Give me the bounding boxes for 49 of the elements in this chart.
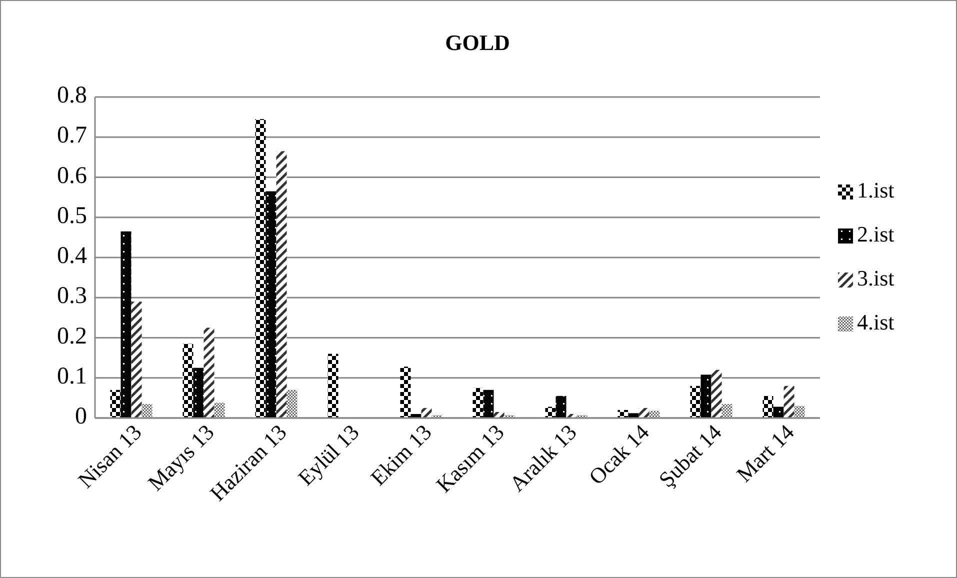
bar [628, 413, 639, 418]
bar [120, 231, 132, 418]
y-tick-label: 0.3 [57, 283, 87, 310]
y-tick-label: 0.2 [57, 323, 87, 350]
legend-label: 2.ist [857, 222, 894, 247]
bar [204, 328, 214, 418]
bar [545, 406, 556, 418]
bar [794, 406, 805, 418]
legend-label: 1.ist [857, 178, 894, 203]
bar [722, 404, 732, 418]
bar [266, 191, 276, 418]
bar [649, 410, 660, 418]
y-tick-label: 0.6 [57, 162, 87, 189]
y-tick-label: 0.5 [57, 202, 87, 229]
bar [276, 151, 287, 418]
bar [483, 390, 494, 418]
bar [421, 408, 432, 418]
bar [142, 404, 152, 418]
y-tick-label: 0 [75, 404, 87, 430]
bar [400, 366, 411, 418]
bar [110, 390, 121, 418]
bar [328, 354, 338, 418]
bar [494, 412, 504, 418]
bar [711, 370, 722, 418]
bar [255, 119, 266, 418]
bar [182, 344, 194, 418]
bar [784, 386, 794, 418]
bar [700, 374, 712, 418]
bar [193, 368, 204, 418]
bar [618, 410, 628, 418]
legend-label: 3.ist [857, 266, 894, 291]
chart-title: GOLD [445, 30, 510, 55]
bar [690, 386, 701, 418]
bar [286, 390, 298, 418]
legend-label: 4.ist [857, 310, 894, 335]
bar [410, 414, 422, 418]
bar [762, 396, 774, 418]
y-tick-label: 0.8 [57, 82, 87, 109]
x-tick-label: Ocak 14 [584, 419, 654, 490]
bar [556, 396, 566, 418]
bar [472, 388, 484, 418]
y-tick-label: 0.4 [57, 243, 87, 270]
bar [131, 302, 142, 418]
bar [214, 402, 225, 418]
bar [638, 408, 650, 418]
y-tick-label: 0.1 [57, 363, 87, 390]
y-tick-label: 0.7 [57, 122, 87, 149]
x-tick-label: Mart 14 [731, 419, 799, 487]
bar [773, 406, 784, 418]
